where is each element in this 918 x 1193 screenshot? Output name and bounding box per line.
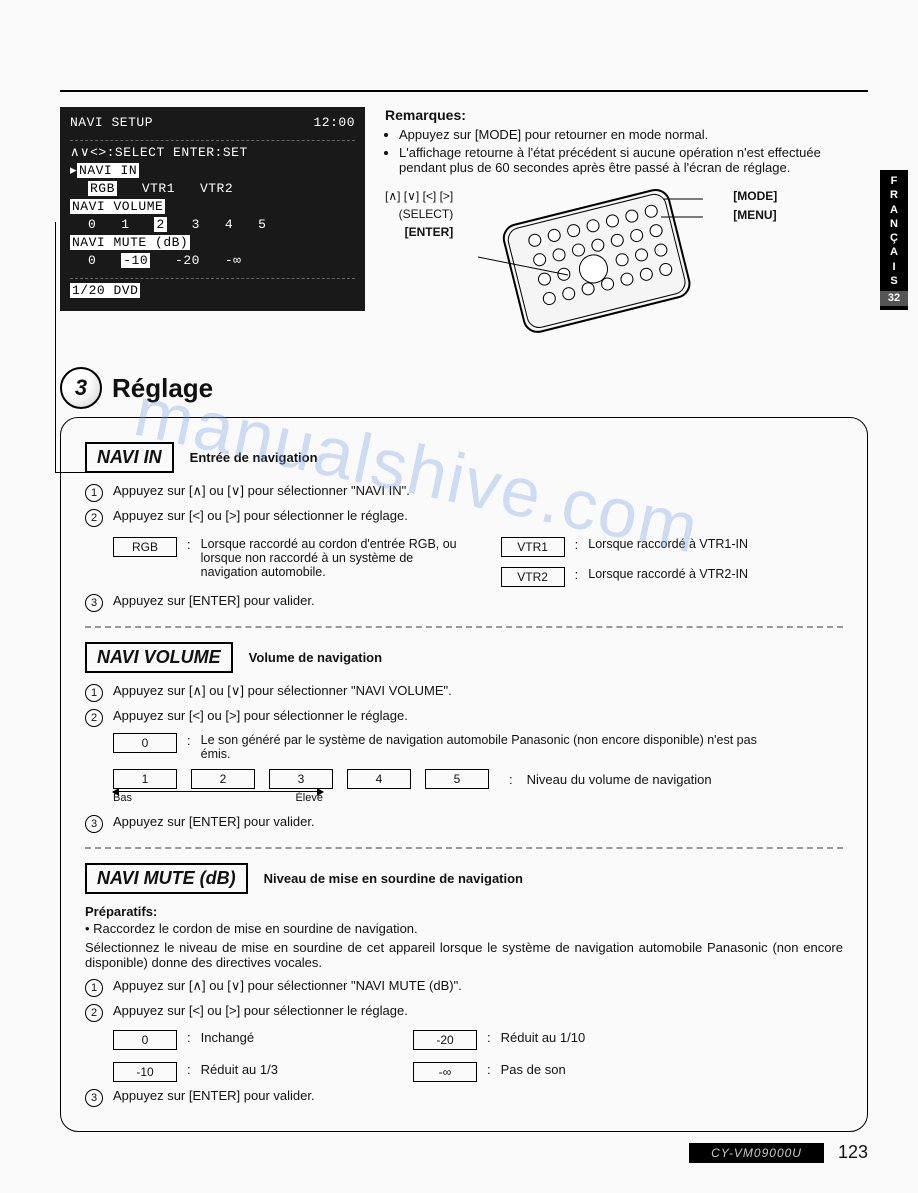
remote-right-labels: [MODE] [MENU] — [733, 187, 777, 347]
step-2-icon: 2 — [85, 709, 103, 727]
rgb-option: RGB — [113, 537, 177, 557]
remote-left-labels: [∧] [∨] [<] [>] (SELECT) [ENTER] — [385, 187, 453, 347]
top-row: NAVI SETUP 12:00 ∧∨<>:SELECT ENTER:SET ▸… — [60, 107, 868, 347]
vol-0-option: 0 — [113, 733, 177, 753]
lcd-opt: 5 — [258, 217, 266, 232]
vol-option: 2 — [191, 769, 255, 789]
navi-mute-box: NAVI MUTE (dB) — [85, 863, 248, 894]
lcd-opt: 4 — [225, 217, 233, 232]
divider — [85, 626, 843, 628]
mute-desc: Pas de son — [501, 1062, 566, 1077]
model-badge: CY-VM09000U — [689, 1143, 824, 1163]
lcd-opt: 3 — [192, 217, 200, 232]
vtr2-desc: Lorsque raccordé à VTR2-IN — [588, 567, 748, 581]
vtr1-desc: Lorsque raccordé à VTR1-IN — [588, 537, 748, 551]
vol-option: 5 — [425, 769, 489, 789]
lcd-opt: RGB — [88, 181, 117, 196]
scale-arrow — [113, 791, 323, 792]
lcd-navi-vol-label: NAVI VOLUME — [70, 199, 165, 214]
rgb-desc: Lorsque raccordé au cordon d'entrée RGB,… — [201, 537, 461, 579]
mute-option: -∞ — [413, 1062, 477, 1082]
navi-vol-box: NAVI VOLUME — [85, 642, 233, 673]
step-1-icon: 1 — [85, 979, 103, 997]
navi-mute-sub: Niveau de mise en sourdine de navigation — [264, 871, 523, 886]
remark-item: L'affichage retourne à l'état précédent … — [399, 145, 868, 175]
vol-option: 1 — [113, 769, 177, 789]
step-2-icon: 2 — [85, 509, 103, 527]
lcd-opt: VTR1 — [142, 181, 175, 196]
step-2-icon: 2 — [85, 1004, 103, 1022]
lcd-opt: -∞ — [225, 253, 242, 268]
step-1-icon: 1 — [85, 684, 103, 702]
navi-mute-line2: Appuyez sur [<] ou [>] pour sélectionner… — [113, 1003, 408, 1018]
page-number: 123 — [838, 1142, 868, 1163]
step-header: 3 Réglage — [60, 367, 868, 409]
language-tab: FRANÇAIS 32 — [880, 170, 908, 310]
mute-desc: Inchangé — [201, 1030, 255, 1045]
navi-vol-line3: Appuyez sur [ENTER] pour valider. — [113, 814, 315, 829]
navi-vol-sub: Volume de navigation — [249, 650, 382, 665]
mute-option: -10 — [113, 1062, 177, 1082]
page: NAVI SETUP 12:00 ∧∨<>:SELECT ENTER:SET ▸… — [0, 0, 918, 1193]
remark-item: Appuyez sur [MODE] pour retourner en mod… — [399, 127, 868, 142]
lcd-opt: 2 — [154, 217, 166, 232]
remote-enter: [ENTER] — [405, 225, 454, 239]
vol-option: 3 — [269, 769, 333, 789]
remote-menu-label: [MENU] — [733, 206, 777, 225]
remarks-heading: Remarques: — [385, 107, 868, 123]
lcd-opt: VTR2 — [200, 181, 233, 196]
vol-level-label: Niveau du volume de navigation — [527, 772, 712, 787]
divider — [85, 847, 843, 849]
navi-mute-line1: Appuyez sur [∧] ou [∨] pour sélectionner… — [113, 978, 462, 994]
remote-nav-keys: [∧] [∨] [<] [>] — [385, 187, 453, 205]
navi-vol-line1: Appuyez sur [∧] ou [∨] pour sélectionner… — [113, 683, 452, 699]
side-page: 32 — [880, 291, 908, 305]
remote-mode-label: [MODE] — [733, 187, 777, 206]
lcd-navi-in-label: NAVI IN — [77, 163, 139, 178]
step-3-icon: 3 — [85, 1089, 103, 1107]
mute-paragraph: Sélectionnez le niveau de mise en sourdi… — [85, 940, 843, 970]
vol-option: 4 — [347, 769, 411, 789]
page-footer: CY-VM09000U 123 — [60, 1142, 868, 1163]
vtr2-option: VTR2 — [501, 567, 565, 587]
navi-in-line1: Appuyez sur [∧] ou [∨] pour sélectionner… — [113, 483, 410, 499]
settings-panel: NAVI IN Entrée de navigation 1 Appuyez s… — [60, 417, 868, 1132]
step-3-icon: 3 — [85, 594, 103, 612]
navi-vol-line2: Appuyez sur [<] ou [>] pour sélectionner… — [113, 708, 408, 723]
navi-in-line3: Appuyez sur [ENTER] pour valider. — [113, 593, 315, 608]
lcd-hint: ∧∨<>:SELECT ENTER:SET — [70, 140, 355, 160]
lcd-opt: -20 — [175, 253, 200, 268]
remarks-block: Remarques: Appuyez sur [MODE] pour retou… — [385, 107, 868, 347]
prep-heading: Préparatifs: — [85, 904, 157, 919]
mute-desc: Réduit au 1/3 — [201, 1062, 278, 1077]
navi-in-sub: Entrée de navigation — [190, 450, 318, 465]
lcd-title: NAVI SETUP — [70, 115, 153, 130]
step-3-icon: 3 — [85, 815, 103, 833]
vol-0-desc: Le son généré par le système de navigati… — [201, 733, 761, 761]
vtr1-option: VTR1 — [501, 537, 565, 557]
navi-in-line2: Appuyez sur [<] ou [>] pour sélectionner… — [113, 508, 408, 523]
rule — [60, 90, 868, 92]
remote-illustration — [473, 187, 713, 347]
prep-bullet: Raccordez le cordon de mise en sourdine … — [93, 921, 417, 936]
mute-desc: Réduit au 1/10 — [501, 1030, 586, 1045]
navi-mute-line3: Appuyez sur [ENTER] pour valider. — [113, 1088, 315, 1103]
mute-option: -20 — [413, 1030, 477, 1050]
step-title: Réglage — [112, 373, 213, 404]
mute-option: 0 — [113, 1030, 177, 1050]
step-1-icon: 1 — [85, 484, 103, 502]
lcd-time: 12:00 — [313, 115, 355, 130]
remote-select: (SELECT) — [385, 205, 453, 223]
connector-line — [55, 222, 126, 473]
